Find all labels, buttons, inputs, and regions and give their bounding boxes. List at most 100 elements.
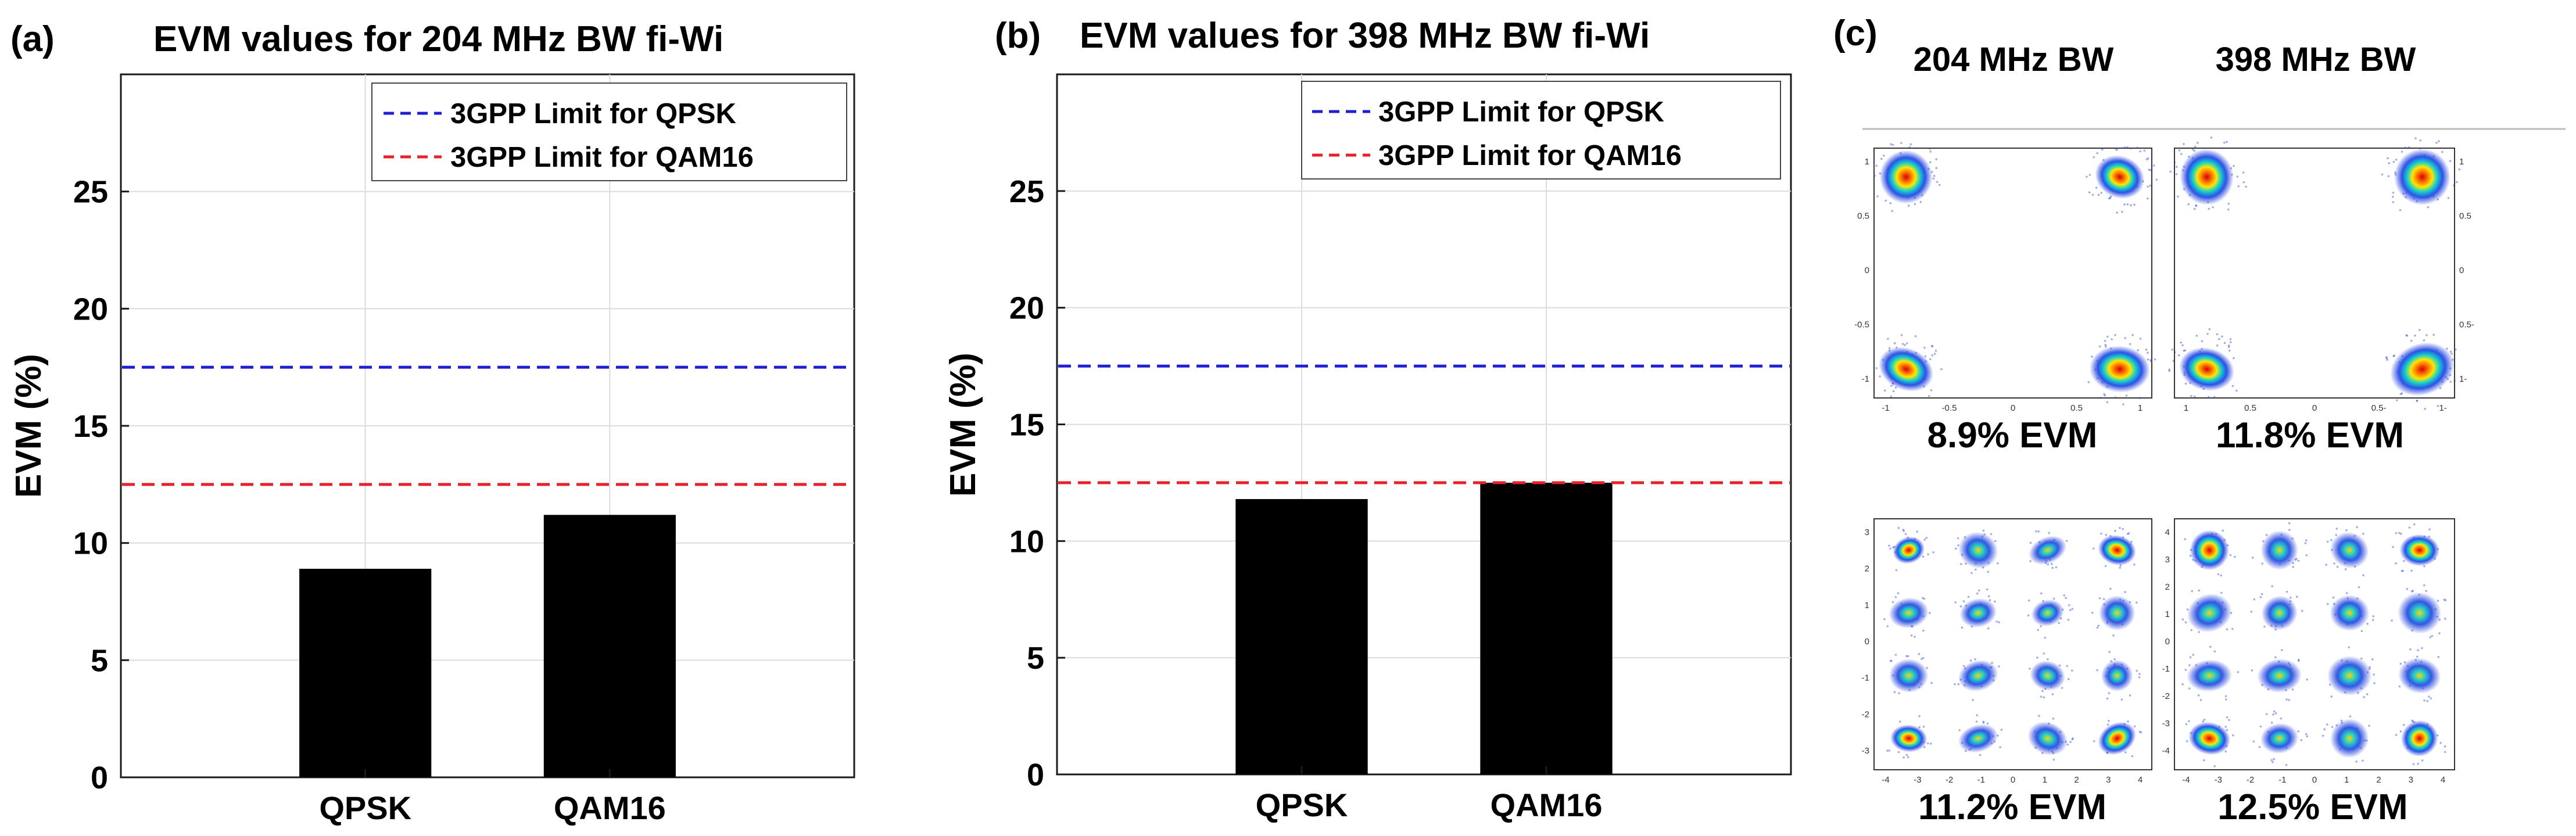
scatter-point: [1904, 533, 1907, 535]
scatter-point: [2449, 350, 2452, 353]
scatter-point: [2103, 393, 2105, 396]
scatter-point: [2439, 741, 2442, 744]
constellation-x-tick: 0.5: [2070, 403, 2083, 413]
scatter-point: [2236, 175, 2239, 178]
scatter-point: [2349, 715, 2352, 717]
constellation-y-tick: -0.5: [1854, 320, 1869, 330]
scatter-point: [2297, 659, 2300, 662]
constellation-x-tick: 1: [2138, 403, 2143, 413]
panel-a-bars: [299, 515, 676, 777]
bar-qpsk: [299, 569, 432, 777]
scatter-point: [2174, 351, 2176, 354]
scatter-point: [1918, 715, 1921, 717]
scatter-point: [1918, 653, 1921, 655]
scatter-point: [2072, 737, 2074, 740]
scatter-point: [2395, 734, 2398, 736]
scatter-point: [2381, 173, 2384, 176]
scatter-point: [2187, 203, 2190, 206]
scatter-point: [2358, 586, 2360, 589]
scatter-point: [2393, 354, 2396, 357]
scatter-point: [2333, 562, 2335, 565]
scatter-point: [2419, 329, 2421, 331]
scatter-point: [2385, 356, 2388, 358]
symbol-cluster: [1879, 347, 1934, 392]
scatter-point: [2143, 149, 2146, 152]
scatter-point: [2100, 532, 2102, 535]
scatter-point: [1907, 204, 1910, 207]
scatter-point: [2220, 574, 2223, 577]
symbol-cluster: [2029, 536, 2067, 565]
scatter-point: [2104, 343, 2106, 346]
constellation-qpsk-204mhz: -1 -0.5 0 0.5 1 1 0.5 0 -0.5 -1: [1854, 142, 2158, 413]
scatter-point: [2226, 141, 2228, 143]
scatter-point: [2088, 174, 2091, 176]
panel-a-x-ticks: QPSK QAM16: [319, 769, 666, 826]
scatter-point: [1976, 592, 1979, 595]
scatter-point: [2051, 566, 2054, 569]
scatter-point: [1934, 349, 1937, 352]
scatter-point: [2373, 673, 2375, 676]
constellation-y-tick: 1: [2459, 157, 2464, 167]
scatter-point: [2399, 730, 2402, 733]
scatter-point: [1892, 390, 1895, 393]
panel-b-x-ticks: QPSK QAM16: [1256, 766, 1602, 823]
scatter-point: [2067, 619, 2070, 621]
scatter-point: [1916, 530, 1919, 533]
scatter-point: [2405, 334, 2408, 336]
constellation-y-tick: 0: [2459, 265, 2464, 275]
symbol-cluster: [2098, 722, 2136, 755]
scatter-point: [1889, 202, 1892, 204]
scatter-point: [1894, 654, 1897, 656]
scatter-point: [1931, 354, 1934, 357]
scatter-point: [2387, 175, 2390, 178]
scatter-point: [2423, 584, 2425, 587]
scatter-point: [1891, 143, 1894, 146]
symbol-cluster: [2031, 599, 2064, 627]
scatter-point: [2137, 349, 2140, 351]
scatter-point: [2185, 723, 2188, 726]
scatter-point: [2250, 611, 2253, 613]
scatter-point: [2028, 599, 2030, 602]
scatter-point: [2237, 671, 2240, 673]
scatter-point: [1910, 634, 1913, 637]
x-tick-label-qpsk: QPSK: [319, 790, 411, 826]
scatter-point: [2362, 759, 2364, 762]
panel-a-legend: 3GPP Limit for QPSK 3GPP Limit for QAM16: [371, 82, 847, 181]
scatter-point: [2229, 341, 2232, 343]
scatter-point: [2116, 149, 2118, 151]
scatter-point: [2184, 621, 2187, 624]
scatter-point: [2139, 150, 2141, 153]
scatter-point: [2444, 599, 2447, 601]
scatter-point: [2116, 211, 2119, 214]
constellation-y-tick: 2: [2165, 582, 2170, 592]
scatter-point: [2044, 636, 2047, 639]
scatter-point: [2363, 696, 2365, 698]
scatter-point: [1999, 746, 2001, 748]
scatter-point: [2449, 160, 2452, 162]
constellation-x-tick: 0.5-: [2371, 403, 2387, 413]
scatter-point: [2096, 626, 2099, 629]
scatter-point: [2130, 204, 2132, 207]
scatter-point: [1930, 389, 1933, 392]
scatter-point: [2251, 669, 2253, 672]
symbol-cluster: [1889, 597, 1929, 629]
scatter-point: [1880, 157, 1883, 160]
scatter-point: [2297, 658, 2300, 661]
constellation-x-tick: -1: [1977, 775, 1985, 785]
scatter-point: [2410, 590, 2413, 593]
scatter-point: [2213, 765, 2216, 767]
scatter-point: [1972, 699, 1974, 701]
constellation-x-tick: -3: [1914, 775, 1921, 785]
scatter-point: [2280, 717, 2283, 720]
constellation-x-tick: -4: [1882, 775, 1889, 785]
symbol-cluster: [2098, 534, 2137, 566]
scatter-point: [2408, 526, 2411, 529]
x-tick-label-qam16: QAM16: [554, 790, 666, 826]
scatter-point: [2177, 354, 2180, 357]
scatter-point: [2301, 609, 2303, 612]
scatter-point: [2184, 669, 2187, 671]
scatter-point: [2411, 719, 2414, 722]
scatter-point: [2027, 614, 2030, 617]
scatter-point: [2272, 713, 2274, 716]
scatter-point: [1914, 203, 1916, 206]
